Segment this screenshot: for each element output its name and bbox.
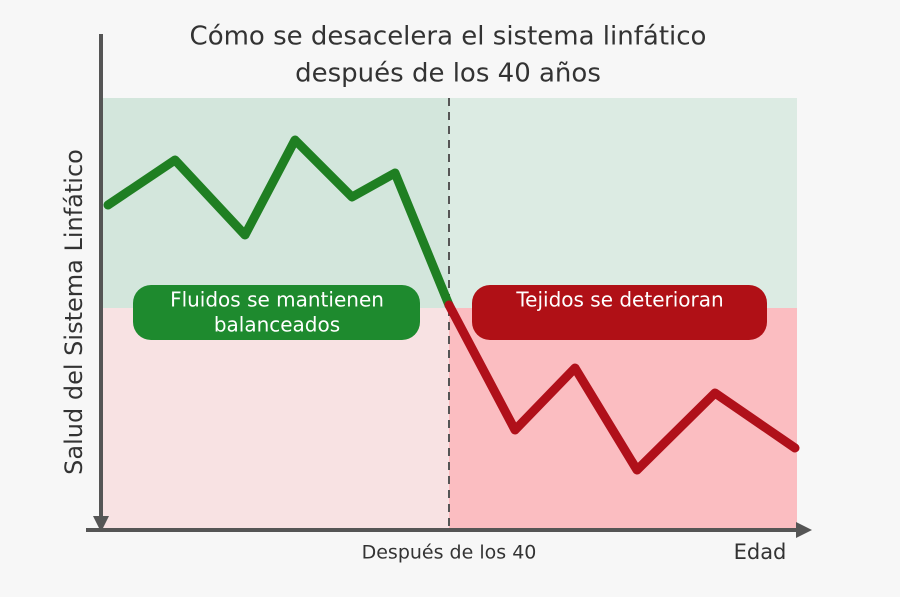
zone-healthy-left: [103, 98, 449, 308]
badge-text: Fluidos se mantienen: [170, 288, 384, 312]
y-axis-label: Salud del Sistema Linfático: [60, 149, 88, 475]
zone-healthy-right: [449, 98, 797, 308]
healthy-trend: [103, 135, 454, 310]
title-line: Cómo se desacelera el sistema linfático: [190, 22, 707, 52]
zone-decline-left: [103, 308, 449, 530]
y-axis-arrow: [93, 516, 109, 532]
x-axis-label: Edad: [734, 540, 787, 564]
title-line: después de los 40 años: [295, 59, 601, 89]
x-marker-label: Después de los 40: [362, 542, 537, 564]
x-axis-arrow: [796, 522, 812, 538]
decline-badge: [472, 285, 767, 340]
zone-decline-right: [449, 308, 797, 530]
healthy-badge: [133, 285, 420, 340]
decline-trend: [444, 300, 800, 475]
badge-text: Tejidos se deterioran: [515, 288, 723, 312]
badge-text: balanceados: [214, 313, 340, 337]
